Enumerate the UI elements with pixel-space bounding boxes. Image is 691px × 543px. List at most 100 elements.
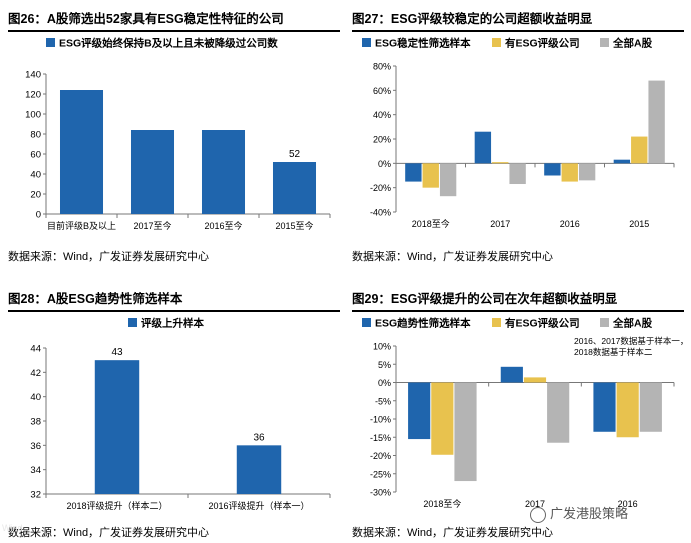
y-tick-label: 0 [36,210,41,221]
bar [523,377,547,383]
y-tick-label: -5% [375,396,391,406]
legend-swatch [128,318,137,327]
wechat-icon [530,506,546,523]
y-tick-label: -15% [370,433,391,443]
legend-swatch [362,318,371,327]
legend-label: ESG评级始终保持B及以上且未被降级过公司数 [59,37,278,50]
bar [405,163,422,182]
legend-label: ESG稳定性筛选样本 [375,37,471,50]
y-tick-label: 42 [30,368,41,379]
bar [236,445,282,494]
bar [272,162,317,214]
bar [94,360,140,494]
bar [59,90,104,214]
bar [616,382,639,438]
y-tick-label: 44 [30,344,41,355]
category-label: 2015 [629,219,649,229]
category-label: 2018至今 [412,218,450,229]
y-tick-label: -25% [370,469,391,479]
title-rule [352,30,684,32]
y-tick-label: -10% [370,415,391,425]
y-tick-label: -20% [370,451,391,461]
legend-label: 全部A股 [612,37,653,50]
category-label: 2016 [560,219,580,229]
y-tick-label: 0% [378,159,391,169]
y-tick-label: -20% [370,183,391,193]
chart-title: 图26：A股筛选出52家具有ESG稳定性特征的公司 [8,12,284,26]
y-tick-label: 60% [373,86,391,96]
bar [613,159,631,164]
y-tick-label: 36 [30,441,41,452]
category-label: 2017 [525,499,545,509]
category-label: 2017至今 [133,220,171,231]
chart-title: 图27：ESG评级较稳定的公司超额收益明显 [352,12,593,26]
chart-fig29: ESG趋势性筛选样本 有ESG评级公司 全部A股 -30% -25% -20% -15% -1… [362,317,684,509]
y-tick-label: 5% [378,360,391,370]
category-label: 2018至今 [423,498,461,509]
chart-title: 图28：A股ESG趋势性筛选样本 [8,292,183,306]
bar [648,80,665,164]
panel-fig26: 图26：A股筛选出52家具有ESG稳定性特征的公司 ESG评级始终保持B及以上且… [8,6,340,268]
panel-fig28: 图28：A股ESG趋势性筛选样本 评级上升样本 32 34 36 38 40 42 44 43 3… [8,286,340,541]
bar [631,136,648,164]
annotation-text: 2018数据基于样本二 [574,347,653,357]
y-tick-label: 40 [30,170,41,181]
bar [474,131,492,164]
category-label: 目前评级B及以上 [47,220,116,231]
category-label: 2018评级提升（样本二） [66,500,167,511]
legend-swatch [362,38,371,47]
chart-title: 图29：ESG评级提升的公司在次年超额收益明显 [352,292,618,306]
legend-label: 有ESG评级公司 [505,37,580,50]
bar [639,382,662,432]
bar [130,130,175,214]
bar [431,382,454,455]
data-label: 36 [253,432,265,443]
y-tick-label: 34 [30,465,41,476]
bar [561,163,578,182]
y-tick-label: 80 [30,130,41,141]
y-tick-label: 10% [373,342,391,352]
y-tick-label: 60 [30,150,41,161]
bar [422,163,439,188]
legend-label: 有ESG评级公司 [505,317,580,330]
legend-swatch [492,38,501,47]
y-tick-label: 20 [30,190,41,201]
bar [454,382,477,482]
category-label: 2016至今 [204,220,242,231]
chart-fig26: ESG评级始终保持B及以上且未被降级过公司数 0 20 40 60 80 100 120 140… [25,37,331,231]
y-tick-label: 20% [373,135,391,145]
y-tick-label: 80% [373,62,391,72]
chart-fig27: ESG稳定性筛选样本 有ESG评级公司 全部A股 -40% -20% 0% 20% 40% 60… [362,37,675,229]
bar [509,163,526,185]
y-tick-label: 40% [373,110,391,120]
y-tick-label: 40 [30,392,41,403]
bar [593,382,616,432]
chart-fig28: 评级上升样本 32 34 36 38 40 42 44 43 36 2018评级提升（样本二） 201… [30,317,331,511]
watermark: 广发港股策略 [530,503,628,523]
y-tick-label: 38 [30,417,41,428]
annotation-text: 2016、2017数据基于样本一， [574,336,684,346]
category-label: 2017 [490,219,510,229]
category-label: 2015至今 [275,220,313,231]
y-tick-label: -40% [370,208,391,218]
y-tick-label: 32 [30,490,41,501]
title-rule [8,310,340,312]
bar [201,130,246,214]
legend-swatch [46,38,55,47]
data-label: 52 [289,149,301,160]
y-tick-label: 0% [378,378,391,388]
title-rule [352,310,684,312]
y-tick-label: -30% [370,488,391,498]
data-label: 43 [111,347,123,358]
panel-fig27: 图27：ESG评级较稳定的公司超额收益明显 ESG稳定性筛选样本 有ESG评级公司… [352,6,684,268]
bar [408,382,431,440]
bar [492,162,509,164]
source-note: 数据来源：Wind，广发证券发展研究中心 [8,527,210,539]
source-note: 数据来源：Wind，广发证券发展研究中心 [8,251,210,263]
legend-swatch [600,38,609,47]
legend-swatch [492,318,501,327]
category-label: 2016 [618,499,638,509]
title-rule [8,30,340,32]
legend-label: 全部A股 [612,317,653,330]
legend-swatch [600,318,609,327]
